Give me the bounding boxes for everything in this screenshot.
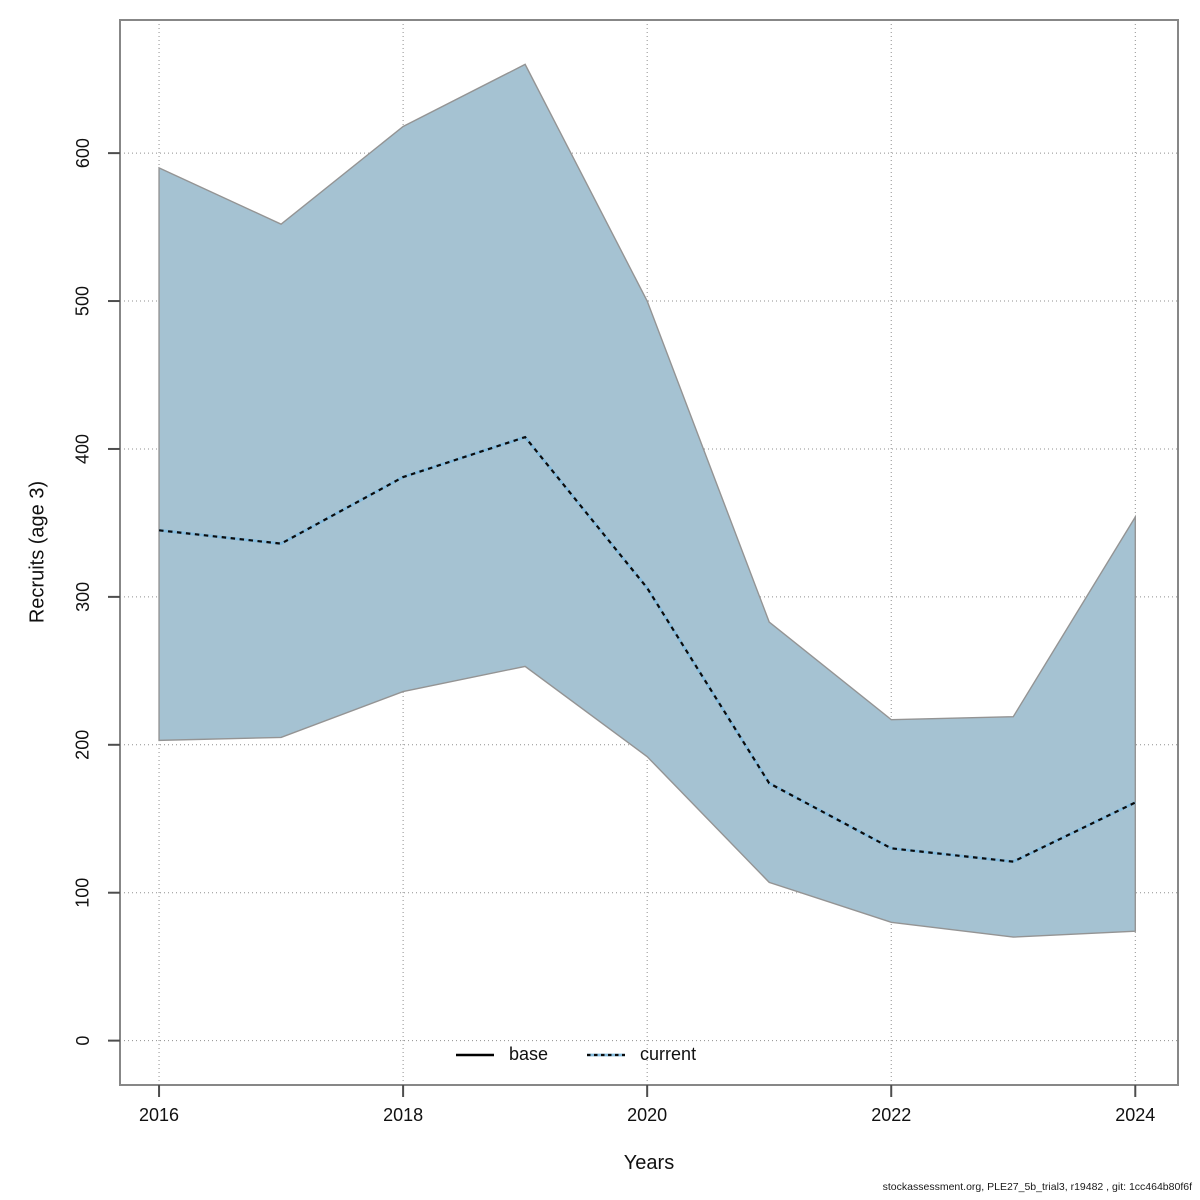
y-tick-label: 400 — [73, 434, 93, 464]
y-tick-label: 600 — [73, 138, 93, 168]
plot-border — [119, 19, 1179, 1086]
x-tick-label: 2022 — [871, 1105, 911, 1125]
x-tick-label: 2018 — [383, 1105, 423, 1125]
footer-credit: stockassessment.org, PLE27_5b_trial3, r1… — [882, 1181, 1192, 1193]
y-tick-label: 0 — [73, 1036, 93, 1046]
y-tick-label: 500 — [73, 286, 93, 316]
legend-label-base: base — [509, 1044, 549, 1064]
y-tick-label: 200 — [73, 730, 93, 760]
legend: base current — [455, 1044, 696, 1065]
x-tick-label: 2016 — [139, 1105, 179, 1125]
x-tick-label: 2024 — [1115, 1105, 1155, 1125]
base-line-swatch — [456, 1053, 494, 1056]
current-line-halo — [158, 435, 1136, 864]
x-axis-title: Years — [623, 1152, 675, 1174]
confidence-band — [158, 63, 1136, 938]
y-axis-title: Recruits (age 3) — [26, 480, 49, 624]
legend-label-current: current — [640, 1044, 697, 1064]
y-tick-label: 100 — [73, 878, 93, 908]
legend-item-current: current — [586, 1044, 696, 1065]
x-tick-label: 2020 — [627, 1105, 667, 1125]
current-line-swatch — [587, 1053, 626, 1056]
y-tick-label: 300 — [73, 582, 93, 612]
legend-item-base: base — [455, 1044, 548, 1065]
